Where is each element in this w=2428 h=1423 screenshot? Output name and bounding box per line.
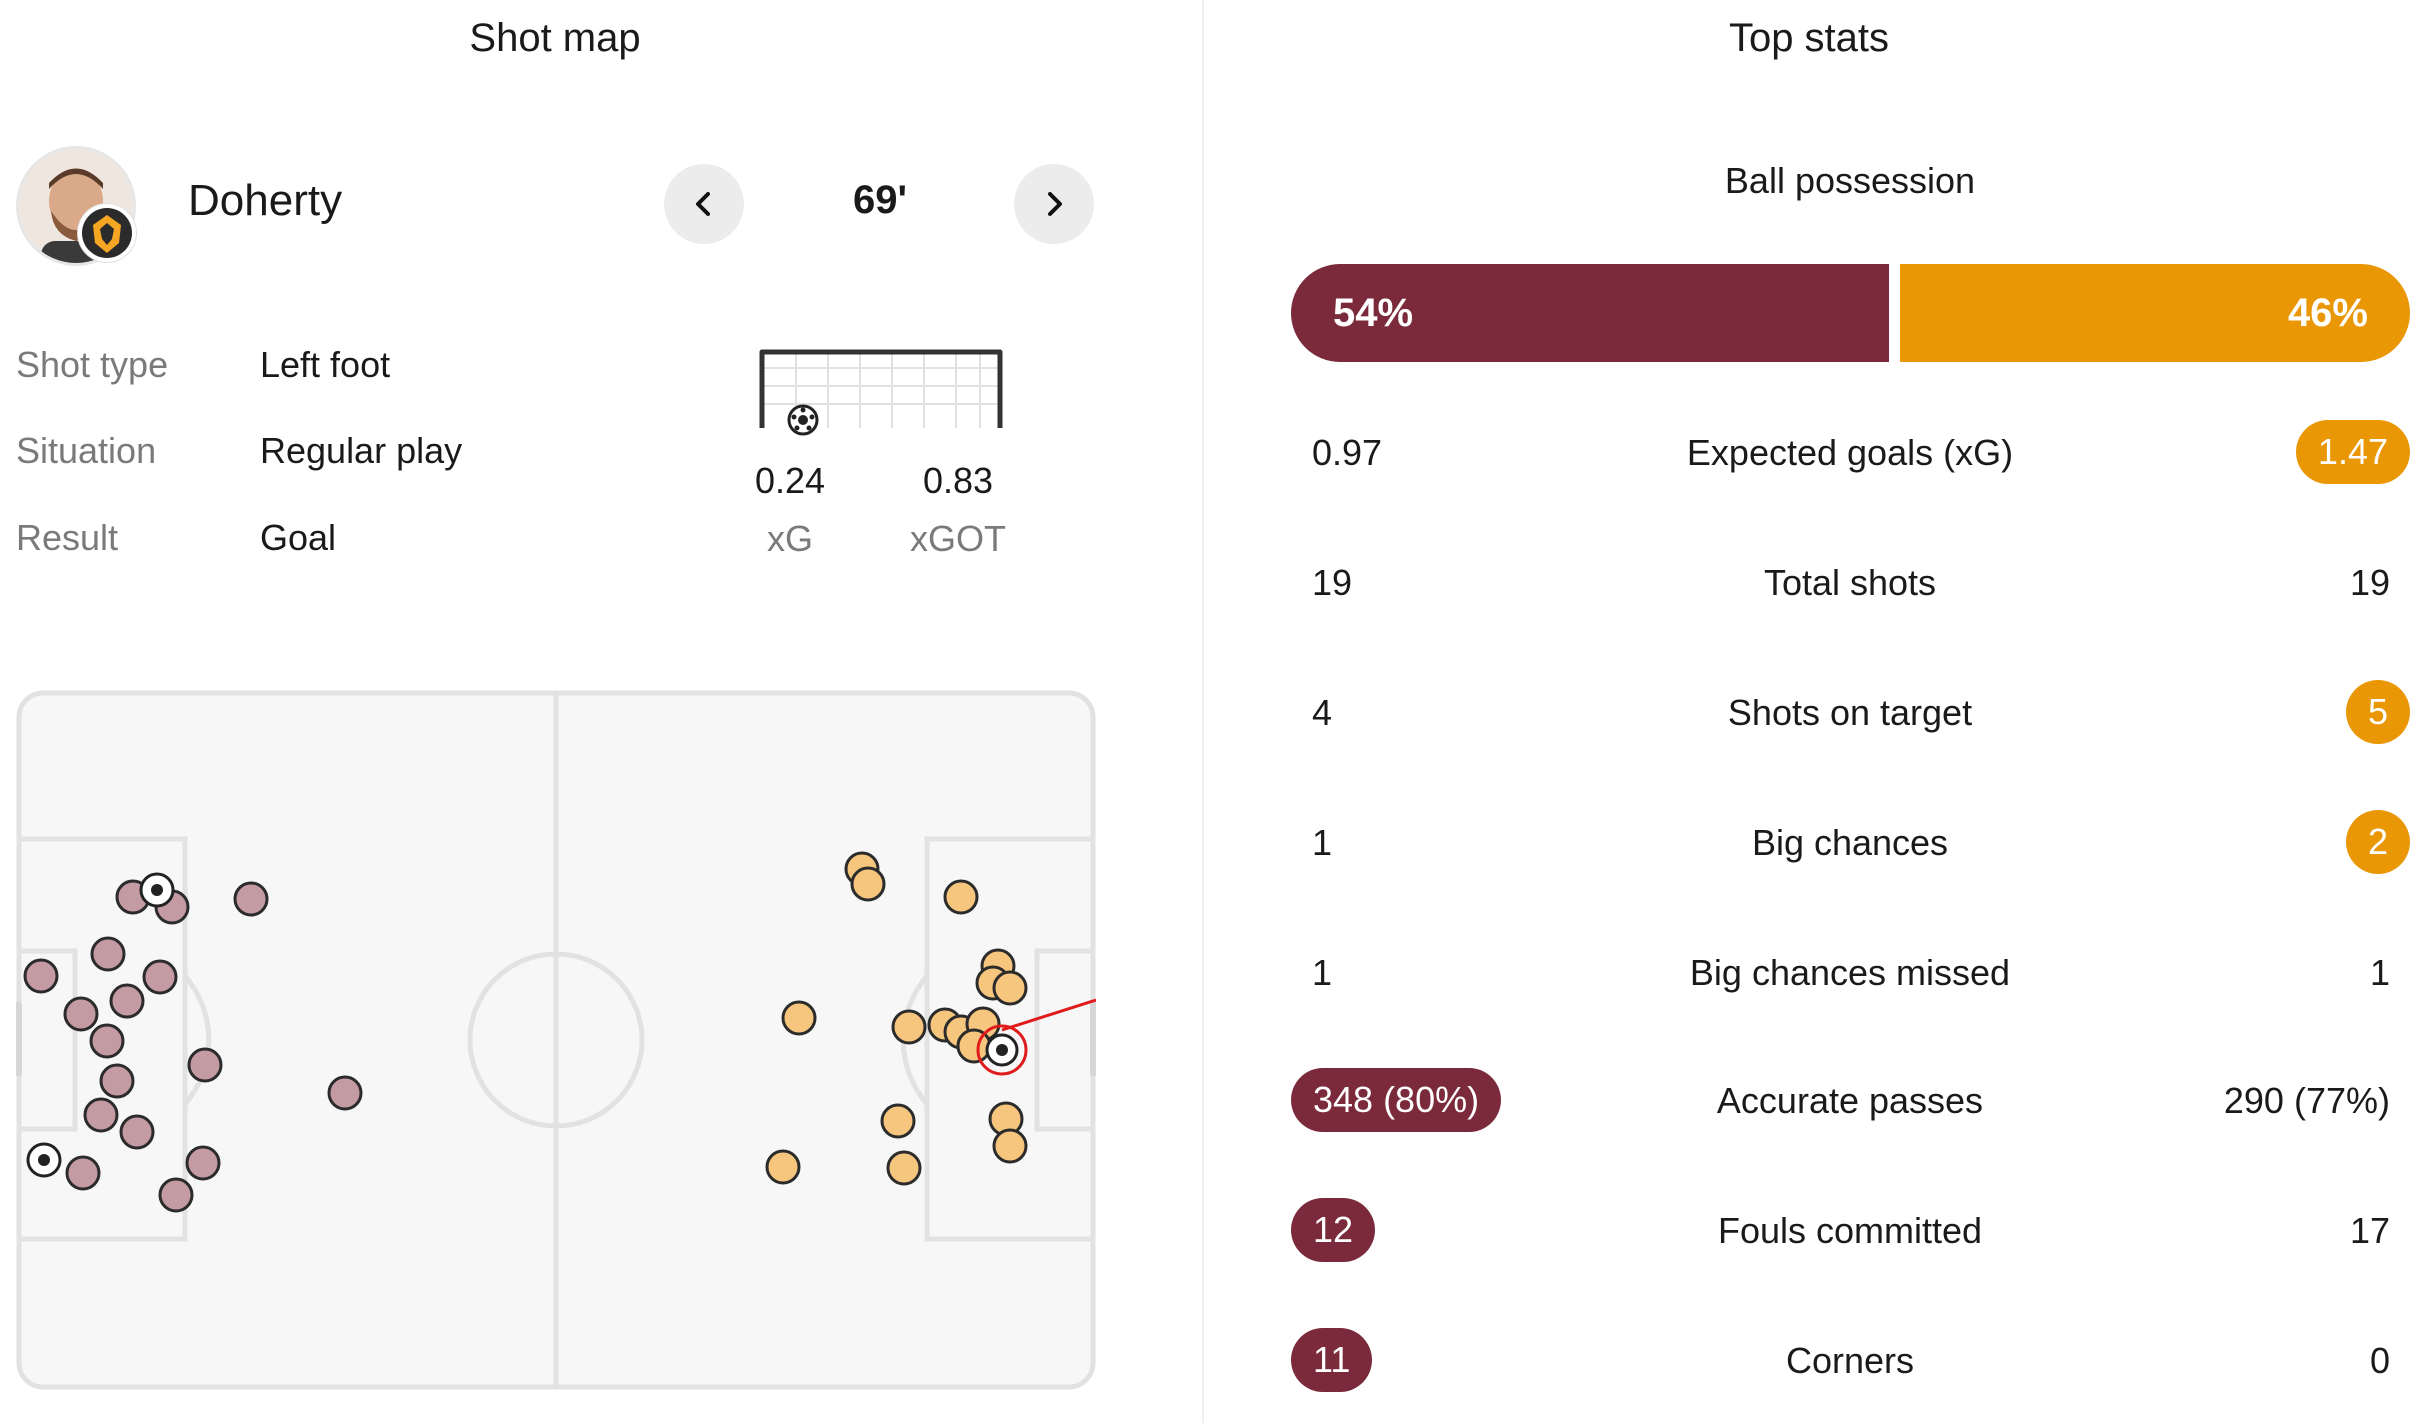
xgot-value: 0.83: [922, 460, 994, 501]
home-shot: [187, 1047, 223, 1083]
home-shot: [23, 958, 59, 994]
accurate-passes-home-pill: 348 (80%): [1291, 1068, 1502, 1132]
away-shot: [765, 1149, 801, 1185]
big-chances-away-pill: 2: [2345, 810, 2410, 874]
corners-home-pill: 11: [1291, 1328, 1373, 1392]
situation-value: Regular play: [260, 430, 463, 471]
football-icon: [787, 404, 819, 436]
big-chances-label: Big chances: [1751, 822, 1949, 863]
big-chances-away: 2: [2345, 810, 2410, 874]
big-chances-missed-label: Big chances missed: [1689, 952, 2011, 993]
panel-divider: [1202, 0, 1204, 1423]
shot-type-value: Left foot: [260, 344, 391, 385]
shot-type-label: Shot type: [16, 344, 169, 385]
possession-bar-away: 46%: [1900, 264, 2410, 362]
away-shot: [943, 879, 979, 915]
fouls-label: Fouls committed: [1717, 1210, 1983, 1251]
possession-away-value: 46%: [2287, 291, 2368, 335]
top-stats-title: Top stats: [1728, 16, 1890, 60]
player-name[interactable]: Doherty: [188, 176, 343, 225]
big-chances-missed-home: 1: [1312, 952, 1333, 993]
home-shot: [83, 1097, 119, 1133]
big-chances-home: 1: [1312, 822, 1333, 863]
possession-label: Ball possession: [1724, 160, 1976, 201]
possession-home-value: 54%: [1333, 291, 1414, 335]
home-shot: [90, 936, 126, 972]
corners-home: 11: [1291, 1328, 1373, 1392]
shots-on-target-home: 4: [1312, 692, 1333, 733]
result-label: Result: [16, 517, 119, 558]
total-shots-home: 19: [1312, 562, 1353, 603]
selected-shot-marker: [976, 998, 1096, 1076]
xg-away: 1.47: [2295, 420, 2410, 484]
away-shot: [781, 1000, 817, 1036]
corners-label: Corners: [1785, 1340, 1915, 1381]
fouls-away: 17: [2349, 1210, 2390, 1251]
goal-frame-icon: [759, 349, 1003, 436]
xg-home: 0.97: [1312, 432, 1383, 473]
home-shot: [185, 1145, 221, 1181]
possession-bar-home: 54%: [1291, 264, 1889, 362]
shots-on-target-away: 5: [2345, 680, 2410, 744]
shot-map-title: Shot map: [469, 16, 641, 60]
home-shot: [109, 983, 145, 1019]
away-shot: [850, 866, 886, 902]
home-shot: [142, 959, 178, 995]
home-shot: [233, 881, 269, 917]
home-shot: [89, 1023, 125, 1059]
accurate-passes-label: Accurate passes: [1716, 1080, 1984, 1121]
total-shots-away: 19: [2349, 562, 2390, 603]
goal-shot-marker: [139, 872, 175, 908]
big-chances-missed-away: 1: [2369, 952, 2390, 993]
situation-label: Situation: [16, 430, 157, 471]
wolf-badge-icon: [78, 204, 136, 262]
next-shot-button[interactable]: [1014, 164, 1094, 244]
xg-label: xG: [766, 518, 813, 559]
goal-shot-marker: [26, 1142, 62, 1178]
shot-minute: 69': [852, 178, 907, 222]
accurate-passes-home: 348 (80%): [1291, 1068, 1502, 1132]
fouls-home: 12: [1291, 1198, 1376, 1262]
away-shot: [992, 970, 1028, 1006]
corners-away: 0: [2369, 1340, 2390, 1381]
home-shot: [119, 1114, 155, 1150]
chevron-left-icon: [696, 192, 710, 216]
home-shot: [158, 1177, 194, 1213]
accurate-passes-away: 290 (77%): [2223, 1080, 2390, 1121]
xg-value: 0.24: [754, 460, 826, 501]
home-shot: [65, 1155, 101, 1191]
football-pitch: [16, 690, 1096, 1390]
home-shot: [99, 1063, 135, 1099]
result-value: Goal: [260, 517, 337, 558]
home-shot: [63, 996, 99, 1032]
total-shots-label: Total shots: [1763, 562, 1937, 603]
home-shots: [23, 879, 363, 1213]
away-shot: [880, 1103, 916, 1139]
xgot-label: xGOT: [910, 518, 1006, 559]
previous-shot-button[interactable]: [664, 164, 744, 244]
chevron-right-icon: [1048, 192, 1062, 216]
away-shot: [992, 1128, 1028, 1164]
shots-on-target-away-pill: 5: [2345, 680, 2410, 744]
shots-on-target-label: Shots on target: [1727, 692, 1973, 733]
away-shot: [891, 1009, 927, 1045]
home-shot: [327, 1075, 363, 1111]
fouls-home-pill: 12: [1291, 1198, 1376, 1262]
xg-away-pill: 1.47: [2295, 420, 2410, 484]
away-shot: [886, 1150, 922, 1186]
xg-label: Expected goals (xG): [1686, 432, 2014, 473]
